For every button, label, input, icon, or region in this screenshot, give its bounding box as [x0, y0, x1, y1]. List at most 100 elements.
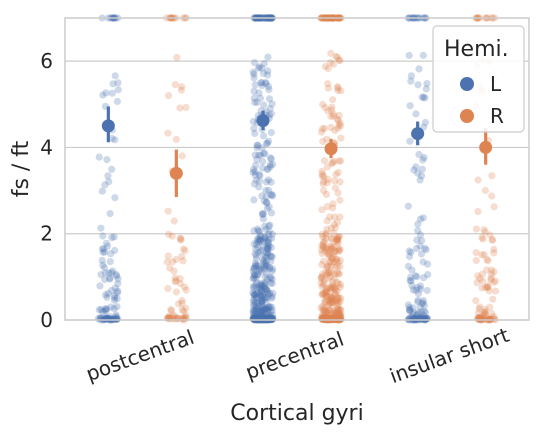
strip-point: [252, 255, 260, 263]
y-tick-labels: 0 2 4 6: [40, 49, 53, 332]
strip-point: [179, 245, 188, 253]
strip-point: [106, 313, 114, 321]
strip-point: [424, 271, 432, 279]
strip-point: [324, 64, 332, 73]
strip-point: [323, 307, 331, 315]
strip-point: [265, 186, 273, 194]
strip-point: [267, 307, 275, 315]
strip-point: [264, 82, 273, 91]
strip-point: [488, 270, 496, 278]
strip-point: [268, 315, 276, 323]
strip-point: [321, 299, 330, 307]
strip-point: [490, 313, 498, 321]
strip-point: [99, 248, 107, 256]
strip-point: [328, 294, 336, 302]
strip-point: [419, 258, 427, 266]
strip-point: [335, 311, 344, 319]
strip-point: [330, 309, 338, 317]
strip-point: [320, 178, 328, 186]
strip-point: [328, 242, 336, 250]
strip-point: [336, 262, 344, 271]
strip-point: [331, 270, 339, 278]
strip-point: [324, 269, 332, 277]
strip-point: [258, 313, 266, 321]
strip-point: [265, 203, 273, 211]
strip-point: [257, 236, 265, 244]
strip-point: [336, 315, 345, 323]
strip-point: [99, 91, 107, 99]
strip-point: [412, 272, 420, 280]
strip-point: [101, 307, 109, 315]
strip-point: [329, 278, 337, 286]
strip-point: [334, 299, 342, 307]
strip-point: [333, 115, 341, 123]
strip-point: [102, 306, 110, 314]
strip-point: [264, 53, 272, 61]
strip-point: [254, 141, 262, 149]
strip-point: [480, 251, 488, 259]
strip-point: [335, 247, 343, 255]
strip-point: [264, 245, 272, 253]
strip-point: [258, 297, 266, 305]
strip-point: [177, 86, 185, 94]
strip-point: [172, 135, 180, 143]
strip-point: [251, 259, 260, 268]
strip-point: [413, 273, 421, 281]
strip-point: [259, 211, 267, 219]
strip-point: [256, 231, 264, 239]
strip-point: [172, 255, 180, 264]
strip-point: [485, 287, 493, 295]
strip-point: [252, 303, 260, 311]
strip-point: [330, 220, 338, 228]
strip-point: [330, 313, 338, 321]
strip-point: [113, 289, 121, 297]
strip-point: [258, 295, 266, 303]
strip-point: [407, 277, 415, 285]
legend-label-L: L: [490, 72, 502, 96]
x-tick-labels: postcentral precentral insular short: [83, 323, 513, 388]
strip-point: [172, 288, 181, 296]
strip-point: [111, 72, 119, 80]
strip-point: [322, 244, 330, 252]
strip-point: [330, 249, 338, 257]
strip-point: [419, 51, 427, 60]
strip-point: [324, 163, 332, 171]
strip-point: [334, 280, 342, 288]
strip-point: [254, 271, 262, 279]
strip-point: [420, 312, 428, 320]
strip-point: [264, 315, 272, 323]
strip-point: [319, 312, 328, 320]
strip-point: [264, 67, 272, 75]
strip-point: [264, 249, 272, 257]
strip-point: [251, 310, 259, 318]
strip-point: [326, 258, 334, 266]
strip-point: [328, 294, 336, 302]
strip-point: [331, 290, 339, 298]
strip-point: [112, 271, 120, 279]
strip-point: [327, 234, 336, 242]
strip-point: [169, 311, 178, 319]
strip-point: [331, 224, 339, 232]
strip-point: [251, 311, 259, 319]
strip-point: [483, 282, 491, 290]
strip-point: [264, 305, 272, 313]
strip-point: [330, 243, 338, 252]
strip-point: [255, 171, 263, 179]
strip-point: [267, 279, 275, 287]
strip-point: [319, 243, 327, 251]
strip-point: [256, 237, 264, 245]
strip-point: [414, 298, 422, 306]
strip-point: [266, 221, 274, 229]
mean-point: [169, 166, 183, 180]
strip-point: [170, 217, 178, 225]
strip-point: [266, 313, 275, 321]
strip-point: [250, 264, 258, 272]
legend-marker-L: [460, 77, 474, 91]
strip-point: [258, 246, 266, 254]
strip-point: [252, 245, 260, 253]
strip-point: [417, 308, 426, 316]
strip-point: [416, 215, 425, 223]
strip-point: [420, 93, 428, 101]
strip-point: [266, 154, 275, 162]
strip-point: [257, 312, 265, 320]
